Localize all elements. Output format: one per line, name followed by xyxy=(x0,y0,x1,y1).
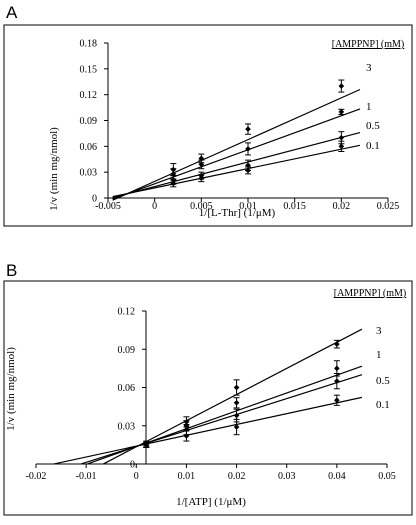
panel-b-label-1: 1 xyxy=(376,349,382,361)
panel-a-y-tick-label: 0.03 xyxy=(80,168,98,179)
panel-b-label-0-5: 0.5 xyxy=(376,375,390,387)
panel-b-legend-title: [AMPPNP] (mM) xyxy=(334,288,407,299)
panel-b-x-axis-label: 1/[ATP] (1/μM) xyxy=(176,496,246,508)
panel-a-x-tick-label: 0.025 xyxy=(377,201,400,212)
panel-a-data-point xyxy=(338,134,345,141)
panel-a-label-0-5: 0.5 xyxy=(366,120,380,132)
panel-b-data-point xyxy=(183,433,190,439)
panel-a-frame xyxy=(3,24,413,227)
panel-b-letter: B xyxy=(6,261,17,280)
panel-b-data-point xyxy=(233,399,240,406)
panel-b-data-point xyxy=(334,365,340,372)
panel-a-data-point xyxy=(338,109,345,115)
panel-a-plot: -0.005 0 0.005 0.01 0.015 0.02 0.02500.030.060… xyxy=(80,39,400,213)
panel-a-y-tick-label: 0.18 xyxy=(80,39,98,50)
panel-b-data-point xyxy=(233,384,240,391)
panel-b-x-tick-label: 0.03 xyxy=(278,471,296,482)
panel-a-label-3: 3 xyxy=(366,62,372,74)
panel-b-x-tick-label: 0 xyxy=(134,471,139,482)
panel-a-legend-title: [AMPPNP] (mM) xyxy=(332,39,405,50)
panel-b-x-tick-label: 0.05 xyxy=(378,471,396,482)
panel-b-fit-line-0.5 xyxy=(80,374,363,465)
panel-b-fit-line-0.1 xyxy=(53,396,363,465)
panel-b-plot: -0.02 -0.01 0 0.01 0.02 0.03 0.04 0.05 0 0.03 0.06… xyxy=(26,307,396,483)
panel-a-x-tick-label: -0.005 xyxy=(95,201,121,212)
panel-a-x-axis-label: 1/[L-Thr] (1/μM) xyxy=(199,207,276,219)
panel-b-data-point xyxy=(233,424,240,430)
panel-a-data-point xyxy=(245,126,251,132)
panel-b-y-axis-label: 1/v (min mg/nmol) xyxy=(5,347,17,431)
panel-a-y-tick-label: 0.15 xyxy=(80,64,98,75)
panel-b-y-tick-label: 0.06 xyxy=(118,383,136,394)
panel-a-data-point xyxy=(245,146,251,152)
panel-b-data-point xyxy=(233,412,240,419)
panel-a-x-tick-label: 0.005 xyxy=(190,201,213,212)
panel-a-y-tick-label: 0.09 xyxy=(80,116,98,127)
panel-b-y-tick-label: 0 xyxy=(130,460,135,471)
panel-b-x-tick-label: 0.01 xyxy=(178,471,196,482)
panel-a-data-point xyxy=(198,161,205,168)
panel-b-x-tick-label: -0.02 xyxy=(26,471,47,482)
panel-b-x-tick-label: -0.01 xyxy=(76,471,97,482)
panel-b-y-tick-label: 0.12 xyxy=(118,307,136,318)
panel-a-fit-line-3 xyxy=(112,88,361,201)
panel-b-x-tick-label: 0.02 xyxy=(228,471,246,482)
panel-a-x-tick-label: 0 xyxy=(152,201,157,212)
panel-a-data-point xyxy=(245,167,251,174)
panel-a-data-point xyxy=(338,83,345,89)
panel-b-x-tick-label: 0.04 xyxy=(328,471,346,482)
panel-b-label-0-1: 0.1 xyxy=(376,399,390,411)
panel-b-y-tick-label: 0.03 xyxy=(118,421,136,432)
panel-a-fit-line-1 xyxy=(112,108,361,200)
panel-a-x-tick-label: 0.015 xyxy=(283,201,306,212)
panel-b-y-tick-label: 0.09 xyxy=(118,345,136,356)
panel-a-label-1: 1 xyxy=(366,101,372,113)
panel-b-data-point xyxy=(334,397,340,404)
panel-a-data-point xyxy=(170,180,177,187)
panel-a-fit-line-0.1 xyxy=(112,144,361,198)
panel-a-fit-line-0.5 xyxy=(112,131,361,199)
panel-b-data-point xyxy=(334,341,340,347)
panel-b-data-point xyxy=(334,378,340,384)
panel-b-data-point xyxy=(143,442,150,448)
panel-a-letter: A xyxy=(6,3,18,22)
panel-b-frame xyxy=(3,280,413,516)
panel-a-y-tick-label: 0.06 xyxy=(80,142,98,153)
panel-a-data-point xyxy=(338,143,345,150)
panel-b-label-3: 3 xyxy=(376,325,382,337)
panel-a-x-tick-label: 0.02 xyxy=(333,201,351,212)
panel-a-data-point xyxy=(198,175,205,182)
panel-a-y-axis-label: 1/v (min mg/nmol) xyxy=(48,127,60,211)
panel-a-label-0-1: 0.1 xyxy=(366,140,380,152)
panel-a-y-tick-label: 0 xyxy=(92,194,97,205)
panel-a-x-tick-label: 0.01 xyxy=(239,201,257,212)
panel-a-y-tick-label: 0.12 xyxy=(80,90,98,101)
